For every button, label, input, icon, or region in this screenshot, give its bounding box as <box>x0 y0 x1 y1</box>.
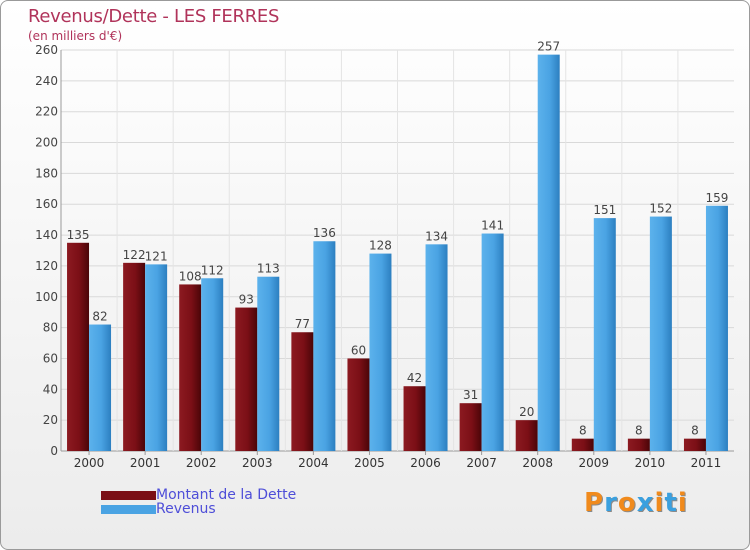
debt-value-label: 8 <box>635 424 643 438</box>
debt-value-label: 108 <box>179 269 202 283</box>
logo-letter: x <box>636 488 655 518</box>
debt-value-label: 8 <box>691 424 699 438</box>
legend-label-debt: Montant de la Dette <box>156 487 297 503</box>
debt-bar <box>235 307 258 451</box>
grid-layer <box>60 49 734 455</box>
revenue-value-label: 136 <box>313 226 336 240</box>
revenue-value-label: 257 <box>537 40 560 54</box>
debt-bar <box>67 242 90 451</box>
debt-value-label: 8 <box>579 424 587 438</box>
chart-title: Revenus/Dette - LES FERRES <box>28 6 280 27</box>
x-tick-label: 2004 <box>298 456 329 470</box>
revenue-value-label: 82 <box>92 310 107 324</box>
revenue-bar <box>313 241 336 451</box>
y-tick-label: 200 <box>35 136 58 150</box>
revenue-bar <box>481 233 504 451</box>
labels-layer: 0204060801001201401601802002202402602000… <box>35 40 728 470</box>
debt-value-label: 93 <box>239 293 254 307</box>
debt-bar <box>627 438 650 451</box>
revenue-value-label: 134 <box>425 229 448 243</box>
legend-swatch-debt <box>101 491 156 500</box>
revenue-bar <box>425 244 448 451</box>
proxiti-logo: Proxiti <box>584 488 688 518</box>
y-tick-label: 20 <box>43 413 58 427</box>
logo-letter: o <box>617 488 637 518</box>
revenue-bar <box>537 54 560 451</box>
bars-layer <box>67 54 728 451</box>
y-tick-label: 160 <box>35 197 58 211</box>
logo-letter: r <box>604 488 618 518</box>
debt-bar <box>291 332 314 451</box>
revenue-bar <box>89 324 112 451</box>
revenue-bar <box>201 278 224 451</box>
revenue-value-label: 141 <box>481 219 504 233</box>
revenue-bar <box>705 205 728 451</box>
revenue-value-label: 159 <box>706 191 729 205</box>
revenue-bar <box>257 276 280 451</box>
revenue-value-label: 113 <box>257 262 280 276</box>
x-tick-label: 2011 <box>691 456 722 470</box>
x-tick-label: 2009 <box>579 456 610 470</box>
bar-chart: 0204060801001201401601802002202402602000… <box>35 40 734 470</box>
y-tick-label: 120 <box>35 259 58 273</box>
y-tick-label: 220 <box>35 105 58 119</box>
x-tick-label: 2008 <box>522 456 553 470</box>
debt-bar <box>683 438 706 451</box>
y-tick-label: 240 <box>35 74 58 88</box>
debt-bar <box>515 420 538 451</box>
logo-letter: i <box>677 488 688 518</box>
debt-bar <box>571 438 594 451</box>
x-tick-label: 2005 <box>354 456 385 470</box>
debt-value-label: 77 <box>295 317 310 331</box>
debt-bar <box>459 403 482 451</box>
x-tick-label: 2001 <box>130 456 161 470</box>
revenue-bar <box>369 253 392 451</box>
chart-subtitle: (en milliers d'€) <box>28 29 123 43</box>
y-tick-label: 60 <box>43 351 58 365</box>
y-tick-label: 180 <box>35 166 58 180</box>
logo-letter: P <box>584 488 605 518</box>
revenue-value-label: 128 <box>369 239 392 253</box>
y-tick-label: 260 <box>35 43 58 57</box>
revenue-bar <box>593 218 616 451</box>
debt-bar <box>123 262 146 451</box>
debt-value-label: 42 <box>407 371 422 385</box>
x-tick-label: 2002 <box>186 456 217 470</box>
revenue-value-label: 112 <box>201 263 224 277</box>
debt-value-label: 20 <box>519 405 534 419</box>
legend-swatch-revenue <box>101 505 156 514</box>
y-tick-label: 140 <box>35 228 58 242</box>
legend-label-revenue: Revenus <box>156 501 216 517</box>
debt-value-label: 135 <box>67 228 90 242</box>
y-tick-label: 0 <box>50 444 58 458</box>
x-tick-label: 2007 <box>466 456 497 470</box>
debt-bar <box>347 358 370 451</box>
revenue-value-label: 121 <box>145 249 168 263</box>
debt-value-label: 31 <box>463 388 478 402</box>
y-tick-label: 40 <box>43 382 58 396</box>
logo-letter: i <box>654 488 665 518</box>
revenue-bar <box>145 264 168 451</box>
debt-bar <box>403 386 426 451</box>
y-tick-label: 100 <box>35 290 58 304</box>
x-tick-label: 2003 <box>242 456 273 470</box>
revenue-bar <box>649 216 672 451</box>
x-tick-label: 2010 <box>635 456 666 470</box>
revenue-value-label: 152 <box>649 202 672 216</box>
logo-letter: t <box>664 488 678 518</box>
debt-value-label: 60 <box>351 343 366 357</box>
revenue-value-label: 151 <box>593 203 616 217</box>
debt-bar <box>179 284 202 451</box>
y-tick-label: 80 <box>43 321 58 335</box>
x-tick-label: 2000 <box>74 456 105 470</box>
debt-value-label: 122 <box>123 248 146 262</box>
x-tick-label: 2006 <box>410 456 441 470</box>
